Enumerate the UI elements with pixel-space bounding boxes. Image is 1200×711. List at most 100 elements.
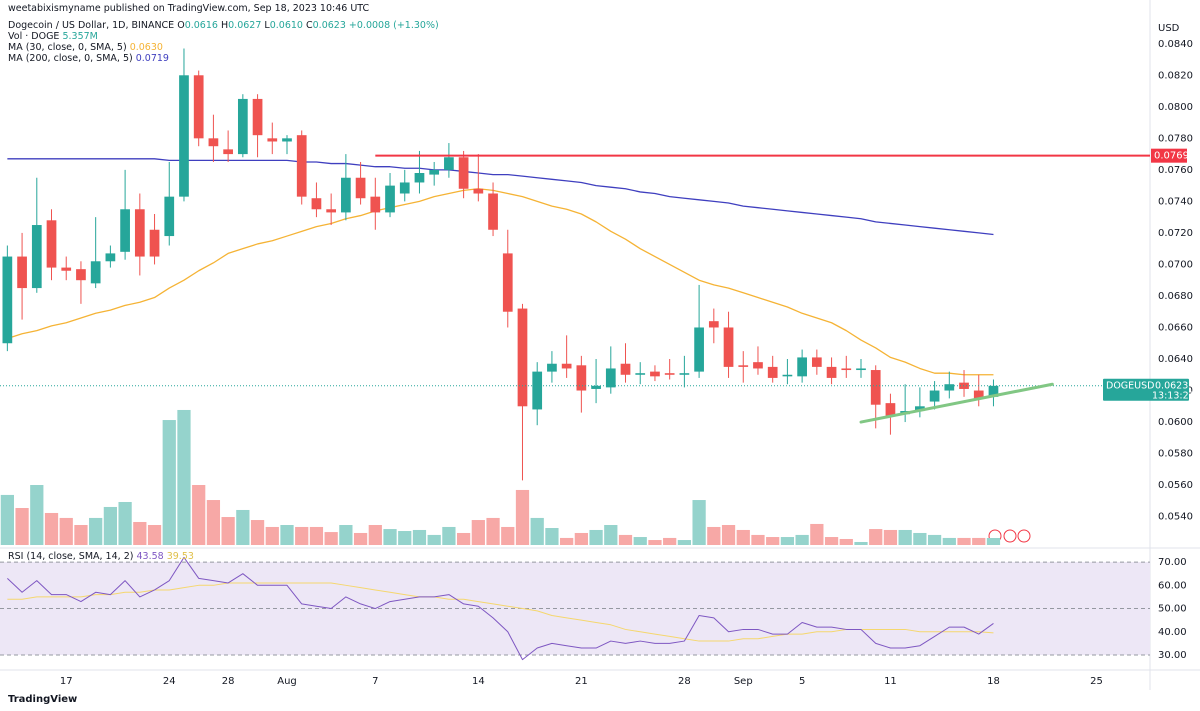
o-value: 0.0616 bbox=[184, 20, 218, 31]
volume-bar bbox=[456, 532, 471, 545]
candle-body bbox=[17, 256, 27, 289]
y-tick-label: 0.0700 bbox=[1158, 259, 1193, 270]
volume-bar bbox=[368, 525, 382, 545]
candle-body bbox=[929, 390, 940, 402]
candle-body bbox=[2, 256, 13, 344]
x-tick-label: 28 bbox=[678, 676, 691, 687]
x-tick-label: 24 bbox=[163, 676, 176, 687]
volume-bar bbox=[883, 529, 898, 545]
moving-average bbox=[7, 158, 994, 236]
legend: weetabixismyname published on TradingVie… bbox=[8, 3, 439, 64]
publisher: weetabixismyname published on TradingVie… bbox=[8, 3, 370, 14]
candle-body bbox=[429, 169, 440, 175]
brand: TradingView bbox=[8, 694, 78, 705]
volume-bar bbox=[133, 521, 147, 545]
ma30-name: MA (30, close, 0, SMA, 5) bbox=[8, 42, 127, 53]
volume-value: 5.357M bbox=[62, 31, 98, 42]
x-tick-label: 25 bbox=[1090, 676, 1103, 687]
volume-bar bbox=[501, 526, 515, 545]
volume-bar bbox=[810, 523, 824, 545]
candle-body bbox=[767, 366, 778, 378]
candle-body bbox=[223, 149, 233, 155]
volume-bar bbox=[927, 534, 942, 545]
candle-body bbox=[61, 267, 72, 271]
volume-bar bbox=[412, 529, 427, 545]
volume-bar bbox=[295, 526, 309, 545]
volume-bar bbox=[398, 531, 412, 545]
candle-body bbox=[267, 138, 278, 142]
x-tick-label: 5 bbox=[799, 676, 805, 687]
volume-bar bbox=[560, 537, 574, 545]
rsi-tick-label: 40.00 bbox=[1158, 627, 1187, 638]
l-label: L bbox=[264, 20, 270, 31]
price-tag-countdown: 13:13:21 bbox=[1152, 390, 1195, 401]
y-tick-label: 0.0600 bbox=[1158, 417, 1193, 428]
x-tick-label: 17 bbox=[60, 676, 73, 687]
h-value: 0.0627 bbox=[228, 20, 262, 31]
icon bbox=[1017, 529, 1031, 543]
candle-body bbox=[179, 75, 189, 197]
y-tick-label: 0.0680 bbox=[1158, 291, 1193, 302]
volume-bar bbox=[221, 517, 235, 545]
volume-bar bbox=[74, 525, 88, 545]
volume-bar bbox=[59, 517, 73, 545]
y-tick-label: 0.0740 bbox=[1158, 196, 1193, 207]
candle-body bbox=[502, 253, 513, 312]
candle-body bbox=[915, 406, 925, 412]
candle-body bbox=[252, 98, 263, 136]
candle-body bbox=[76, 269, 86, 281]
volume-bar bbox=[854, 541, 868, 545]
rsi-legend: RSI (14, close, SMA, 14, 2) 43.58 39.53 bbox=[8, 551, 194, 562]
volume-bar bbox=[353, 532, 368, 545]
volume-bar bbox=[589, 529, 603, 545]
x-tick-label: Aug bbox=[277, 676, 297, 687]
volume-bar bbox=[795, 534, 809, 545]
volume-bar bbox=[604, 525, 618, 545]
volume-bar bbox=[192, 485, 206, 545]
ma30-legend: MA (30, close, 0, SMA, 5) 0.0630 bbox=[8, 42, 439, 53]
candle-body bbox=[811, 357, 822, 367]
candle-body bbox=[120, 209, 130, 252]
x-tick-label: 28 bbox=[222, 676, 235, 687]
volume-bar bbox=[736, 529, 750, 545]
volume-bar bbox=[250, 520, 265, 545]
change: +0.0008 (+1.30%) bbox=[348, 20, 439, 31]
volume-bar bbox=[442, 526, 456, 545]
volume-bar bbox=[103, 506, 118, 545]
y-tick-label: 0.0780 bbox=[1158, 133, 1193, 144]
ma200-value: 0.0719 bbox=[135, 53, 169, 64]
volume-bar bbox=[162, 420, 176, 545]
candle-body bbox=[738, 365, 749, 367]
volume-bar bbox=[633, 537, 647, 545]
candle-body bbox=[679, 373, 690, 375]
volume-bar bbox=[648, 540, 662, 545]
resistance-label: 0.0769 bbox=[1154, 151, 1189, 162]
candle-body bbox=[723, 327, 734, 367]
candle-body bbox=[46, 220, 57, 268]
candle-body bbox=[973, 390, 984, 399]
candle-body bbox=[694, 327, 704, 372]
resistance-tag bbox=[1151, 148, 1187, 163]
rsi-value: 43.58 bbox=[136, 551, 164, 562]
rsi-tick-label: 70.00 bbox=[1158, 557, 1187, 568]
rsi-ma-line bbox=[7, 582, 994, 642]
candle-body bbox=[635, 373, 646, 375]
candle-body bbox=[370, 196, 381, 213]
candle-body bbox=[105, 253, 116, 262]
candle-body bbox=[841, 368, 852, 371]
l-value: 0.0610 bbox=[269, 20, 303, 31]
volume-bar bbox=[339, 525, 353, 545]
volume-bar bbox=[824, 537, 839, 545]
candle-body bbox=[237, 98, 248, 155]
candle-body bbox=[944, 384, 955, 391]
volume-bar bbox=[265, 526, 279, 545]
candle-body bbox=[90, 261, 101, 284]
y-tick-label: 0.0840 bbox=[1158, 39, 1193, 50]
candle-body bbox=[414, 173, 425, 183]
price-tag-symbol: DOGEUSD bbox=[1106, 380, 1154, 391]
candle-body bbox=[399, 182, 410, 194]
volume-bar bbox=[280, 525, 294, 545]
candle-body bbox=[164, 196, 175, 237]
y-tick-label: 0.0580 bbox=[1158, 449, 1193, 460]
